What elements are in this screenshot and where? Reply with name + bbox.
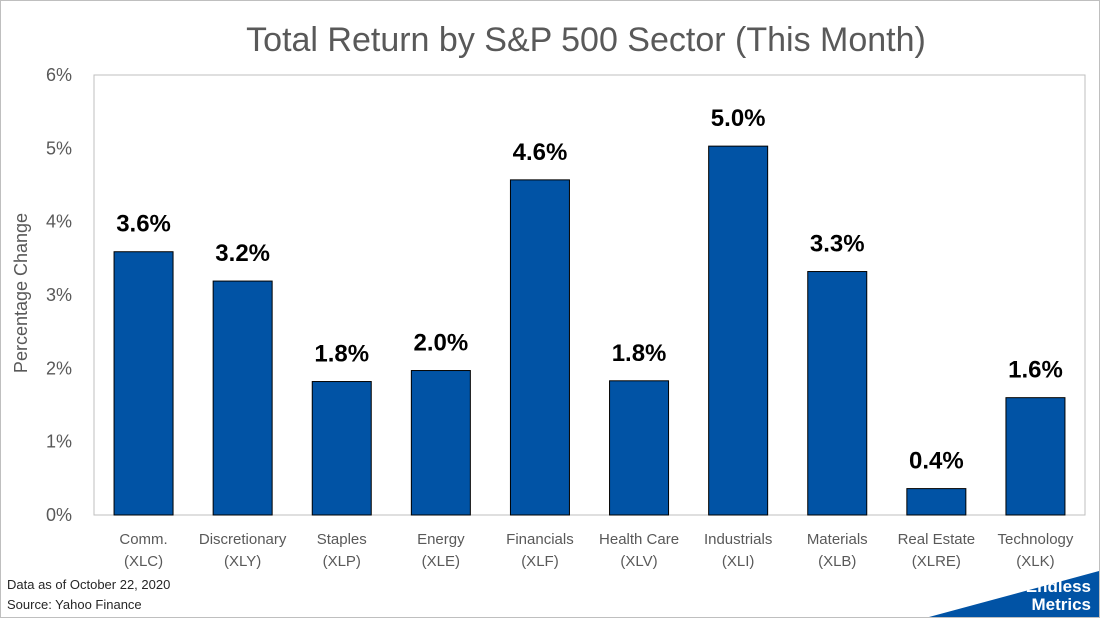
y-tick-label: 6% [46, 65, 72, 85]
bar [906, 488, 967, 516]
bar [609, 380, 670, 516]
y-axis-label: Percentage Change [11, 213, 31, 373]
x-tick-ticker: (XLF) [521, 553, 559, 570]
x-axis-labels: Comm. (XLC) Discretionary (XLY) Staples (XLP)… [119, 531, 1074, 570]
bars [113, 145, 1066, 516]
chart-title: Total Return by S&P 500 Sector (This Mon… [246, 21, 926, 59]
x-tick-ticker: (XLE) [422, 553, 460, 570]
bar [212, 280, 273, 516]
x-tick-ticker: (XLRE) [912, 553, 961, 570]
x-tick-label: Staples [317, 531, 367, 548]
data-label: 3.2% [215, 240, 270, 267]
data-label: 4.6% [513, 139, 568, 166]
y-tick-label: 2% [46, 358, 72, 378]
data-label: 1.8% [314, 341, 369, 368]
bar [311, 381, 372, 516]
brand-logo-line1: Endless [1025, 577, 1091, 596]
bar [708, 145, 769, 516]
brand-logo-background [929, 571, 1099, 617]
data-label: 3.3% [810, 231, 865, 258]
data-label: 3.6% [116, 211, 171, 238]
x-tick-label: Industrials [704, 531, 772, 548]
x-tick-ticker: (XLC) [124, 553, 163, 570]
bar [1005, 397, 1066, 516]
y-tick-label: 5% [46, 138, 72, 158]
data-label: 1.6% [1008, 357, 1063, 384]
data-label: 2.0% [413, 330, 468, 357]
x-tick-label: Discretionary [199, 531, 287, 548]
x-tick-label: Technology [998, 531, 1074, 548]
bar [113, 251, 174, 516]
x-tick-label: Health Care [599, 531, 679, 548]
date-note: Data as of October 22, 2020 [7, 577, 171, 592]
y-tick-label: 1% [46, 432, 72, 452]
bar [807, 271, 868, 516]
x-tick-ticker: (XLV) [620, 553, 657, 570]
data-labels: 3.6% 3.2% 1.8% 2.0% 4.6% 1.8% 5.0% 3.3% 0.4% 1.6% [116, 105, 1063, 474]
bar [509, 179, 570, 516]
x-tick-label: Materials [807, 531, 868, 548]
y-tick-label: 3% [46, 285, 72, 305]
brand-logo-line2: Metrics [1031, 595, 1091, 614]
x-tick-ticker: (XLI) [722, 553, 755, 570]
plot-area [93, 74, 1086, 516]
x-tick-ticker: (XLB) [818, 553, 856, 570]
data-label: 0.4% [909, 448, 964, 475]
x-tick-ticker: (XLY) [224, 553, 261, 570]
x-tick-label: Comm. [119, 531, 167, 548]
x-tick-label: Real Estate [898, 531, 976, 548]
x-tick-label: Energy [417, 531, 465, 548]
y-axis-ticks: 0% 1% 2% 3% 4% 5% 6% [46, 65, 72, 525]
data-label: 1.8% [612, 340, 667, 367]
bar [410, 370, 471, 516]
data-label: 5.0% [711, 105, 766, 132]
x-tick-label: Financials [506, 531, 574, 548]
x-tick-ticker: (XLP) [323, 553, 361, 570]
x-tick-ticker: (XLK) [1016, 553, 1054, 570]
y-tick-label: 0% [46, 505, 72, 525]
source-note: Source: Yahoo Finance [7, 597, 142, 612]
y-tick-label: 4% [46, 212, 72, 232]
